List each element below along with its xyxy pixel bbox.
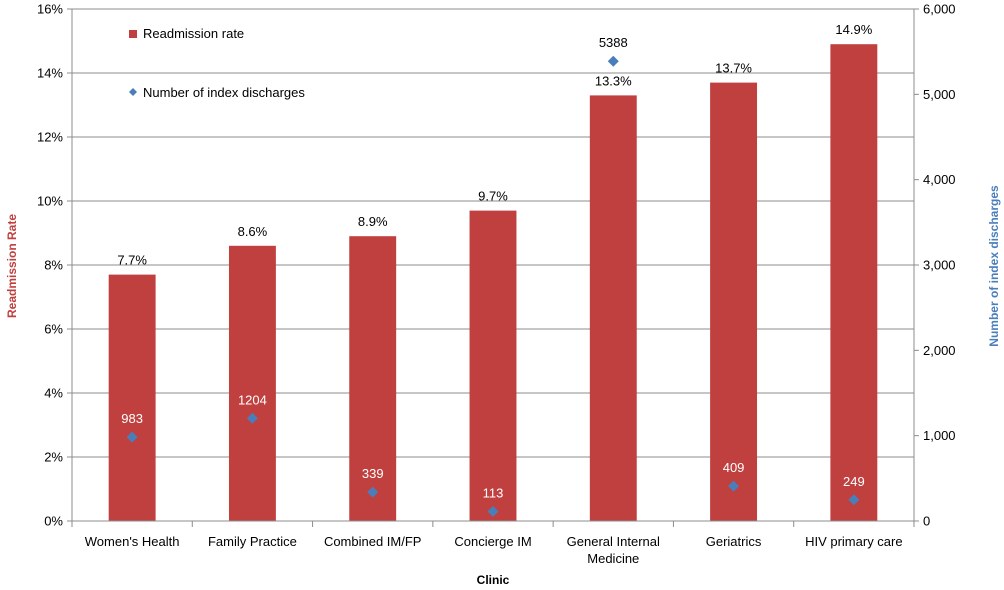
bar-data-label: 8.6% [238,224,268,239]
point-data-label: 1204 [238,392,267,407]
bar-data-label: 13.7% [715,61,752,76]
axes: 0% 2% 4% 6% 8% 10% 12% 14% 16% 0 1,000 2,000 3,000 4,… [37,2,956,567]
legend-label-readmission: Readmission rate [143,26,244,41]
x-tick-label: HIV primary care [805,534,903,549]
y-left-tick-label: 2% [44,450,63,465]
bar [469,210,517,521]
discharge-point [246,412,258,424]
y-axis-right-title: Number of index discharges [987,185,1001,347]
y-left-tick-label: 12% [37,130,63,145]
x-axis-title: Clinic [477,573,510,587]
bar-data-label: 8.9% [358,214,388,229]
y-left-tick-label: 4% [44,386,63,401]
data-labels: 7.7% 8.6% 8.9% 9.7% 13.3% 13.7% 14.9% 983 1204 33… [117,22,872,500]
y-right-tick-label: 0 [923,514,930,529]
x-tick-label: Family Practice [208,534,297,549]
bar [589,95,637,522]
bar-data-label: 7.7% [117,253,147,268]
y-right-tick-label: 4,000 [923,172,956,187]
y-right-tick-label: 2,000 [923,343,956,358]
y-right-tick-label: 3,000 [923,258,956,273]
y-right-tick-label: 1,000 [923,428,956,443]
point-data-label: 409 [723,460,745,475]
point-series [126,55,860,517]
point-data-label: 339 [362,466,384,481]
point-data-label: 249 [843,474,865,489]
point-data-label: 5388 [599,35,628,50]
discharge-point [607,55,619,67]
bar-data-label: 9.7% [478,189,508,204]
bar-data-label: 13.3% [595,73,632,88]
y-left-tick-label: 6% [44,322,63,337]
discharge-point [487,505,499,517]
discharge-point [848,494,860,506]
y-right-tick-label: 6,000 [923,2,956,17]
legend-swatch-readmission [129,30,137,38]
point-data-label: 113 [483,485,504,500]
bar [710,82,758,521]
x-tick-label: Women's Health [85,534,180,549]
y-right-tick-label: 5,000 [923,87,956,102]
bar-data-label: 14.9% [835,22,872,37]
y-left-tick-label: 8% [44,258,63,273]
x-tick-label: Geriatrics [706,534,762,549]
legend: Readmission rate Number of index dischar… [129,26,305,100]
y-left-tick-label: 14% [37,66,63,81]
discharge-point [126,431,138,443]
bar [228,245,276,522]
y-left-tick-label: 0% [44,514,63,529]
bar [830,44,878,521]
x-tick-label: General Internal Medicine [567,534,660,566]
point-data-label: 983 [121,411,143,426]
bar-series [108,44,878,522]
y-axis-left-title: Readmission Rate [5,214,19,318]
bar [349,236,397,521]
legend-marker-discharges [129,88,137,96]
x-tick-label: Concierge IM [454,534,531,549]
legend-label-discharges: Number of index discharges [143,85,305,100]
x-tick-label: Combined IM/FP [324,534,422,549]
bar [108,274,156,521]
y-left-tick-label: 10% [37,194,63,209]
discharge-point [367,486,379,498]
discharge-point [728,480,740,492]
y-left-tick-label: 16% [37,2,63,17]
